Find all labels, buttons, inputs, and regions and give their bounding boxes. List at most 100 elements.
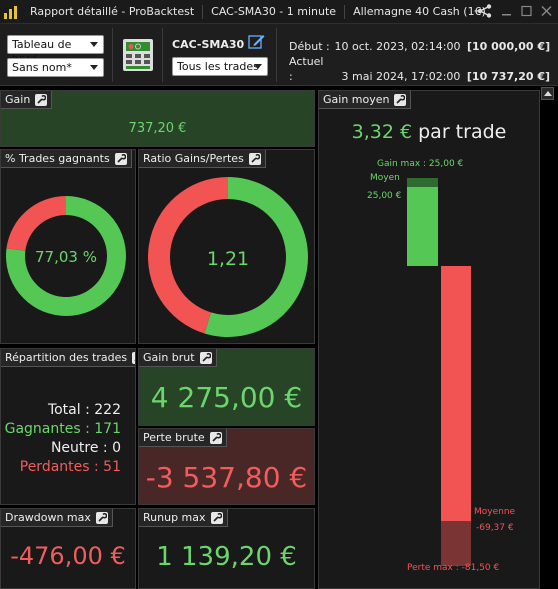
backtest-dates: Début : 10 oct. 2023, 02:14:00 [10 000,0… [289,39,550,84]
wrench-icon[interactable] [114,152,127,165]
trade-distribution-panel-header: Répartition des trades [1,349,135,367]
winning-row: Gagnantes : 171 [5,420,121,439]
runup-panel-header: Runup max [139,509,228,527]
edit-icon[interactable] [248,33,265,50]
drawdown-panel: Drawdown max -476,00 € [0,508,136,589]
current-value: [10 737,20 €] [466,70,551,83]
average-gain-panel: Gain moyen 3,32 € par trade Gain max : 2… [318,90,540,589]
average-win-label: Moyen [370,173,400,183]
scroll-up-button[interactable] [541,87,554,100]
gross-gain-panel: Gain brut 4 275,00 € [138,348,315,426]
start-row: Début : 10 oct. 2023, 02:14:00 [10 000,0… [289,39,550,54]
share-icon[interactable] [477,4,492,18]
gain-max-label: Gain max : 25,00 € [377,159,464,169]
neutral-count: 0 [112,440,121,456]
calculator-icon[interactable] [122,38,154,72]
gain-panel: Gain 737,20 € [0,90,315,147]
trade-distribution-panel: Répartition des trades Total : 222 Gagna… [0,348,136,505]
name-select-value: Sans nom* [12,61,72,74]
trades-select-value: Tous les trades [177,60,259,73]
current-date: 3 mai 2024, 17:02:00 [341,70,461,83]
gain-value: 737,20 € [128,121,187,136]
ratio-panel-header: Ratio Gains/Pertes [139,150,266,168]
wrench-icon[interactable] [95,511,108,524]
average-gain-headline: 3,32 € par trade [319,121,539,143]
winning-count: 171 [94,421,121,437]
losing-count: 51 [103,459,121,475]
gross-gain-panel-title: Gain brut [143,351,195,364]
toolbar-divider [276,28,277,82]
loss-max-label: Perte max : -81,50 € [407,563,500,573]
wrench-icon[interactable] [248,152,261,165]
start-label: Début : [289,40,330,53]
average-win-bar [407,187,438,266]
losing-label: Perdantes : [19,459,99,475]
ratio-value: 1,21 [206,248,250,270]
gross-loss-panel: Perte brute -3 537,80 € [138,428,315,505]
win-percent-donut [6,196,126,316]
toolbar-divider [162,28,163,82]
winning-label: Gagnantes : [4,421,90,437]
average-loss-value: -69,37 € [476,523,514,534]
gross-gain-panel-header: Gain brut [139,349,217,367]
average-win-value: 25,00 € [367,191,402,201]
drawdown-value: -476,00 € [10,542,126,570]
neutral-row: Neutre : 0 [5,439,121,458]
win-percent-value: 77,03 % [35,248,97,266]
current-row: Actuel : 3 mai 2024, 17:02:00 [10 737,20… [289,54,550,84]
ratio-loss-segment [147,177,228,334]
start-value: [10 000,00 €] [466,40,551,53]
gain-panel-header: Gain [1,91,53,109]
win-percent-panel-header: % Trades gagnants [1,150,132,168]
runup-value: 1 139,20 € [156,542,297,572]
average-gain-panel-header: Gain moyen [319,91,412,109]
wrench-icon[interactable] [132,351,135,364]
neutral-label: Neutre : [50,440,108,456]
gross-loss-panel-title: Perte brute [143,431,205,444]
name-select[interactable]: Sans nom* [7,58,104,77]
per-trade-label: par trade [418,121,507,143]
win-percent-win-segment [6,196,126,316]
window-title: Rapport détaillé - ProBacktest [22,4,204,19]
gain-panel-title: Gain [5,93,31,106]
gross-gain-value: 4 275,00 € [150,381,303,414]
average-gain-panel-title: Gain moyen [323,93,390,106]
drawdown-panel-header: Drawdown max [1,509,113,527]
total-count: 222 [94,402,121,418]
chevron-down-icon [90,65,98,70]
system-title: CAC-SMA30 - 1 minute [203,4,346,19]
close-icon[interactable] [541,5,552,17]
view-select[interactable]: Tableau de bord [7,35,104,65]
chevron-down-icon [254,64,262,69]
wrench-icon[interactable] [199,351,212,364]
chevron-down-icon [90,42,98,47]
probacktest-logo-icon [4,5,17,19]
ratio-panel-title: Ratio Gains/Pertes [143,152,244,165]
losing-row: Perdantes : 51 [5,458,121,477]
runup-panel: Runup max 1 139,20 € [138,508,315,589]
toolbar: Tableau de bord Sans nom* CAC-SMA30 Tous… [0,24,558,86]
minimize-icon[interactable] [501,5,512,17]
win-percent-panel: % Trades gagnants 77,03 % [0,149,136,344]
drawdown-panel-title: Drawdown max [5,511,91,524]
system-name: CAC-SMA30 [172,38,245,51]
gross-loss-value: -3 537,80 € [145,461,308,494]
wrench-icon[interactable] [209,431,222,444]
trades-select[interactable]: Tous les trades [172,57,268,76]
wrench-icon[interactable] [35,93,48,106]
current-label: Actuel : [289,55,324,83]
average-gain-value: 3,32 € [351,121,413,143]
total-row: Total : 222 [5,401,121,420]
wrench-icon[interactable] [394,93,407,106]
average-loss-label: Moyenne [474,507,516,518]
toolbar-divider [112,28,113,82]
win-percent-loss-segment [6,196,66,251]
maximize-icon[interactable] [521,5,532,17]
ratio-panel: Ratio Gains/Pertes 1,21 [138,149,315,344]
gross-loss-panel-header: Perte brute [139,429,227,447]
ratio-donut [147,177,308,337]
runup-panel-title: Runup max [143,511,206,524]
trade-distribution-list: Total : 222 Gagnantes : 171 Neutre : 0 P… [5,401,121,477]
wrench-icon[interactable] [210,511,223,524]
win-percent-panel-title: % Trades gagnants [5,152,110,165]
